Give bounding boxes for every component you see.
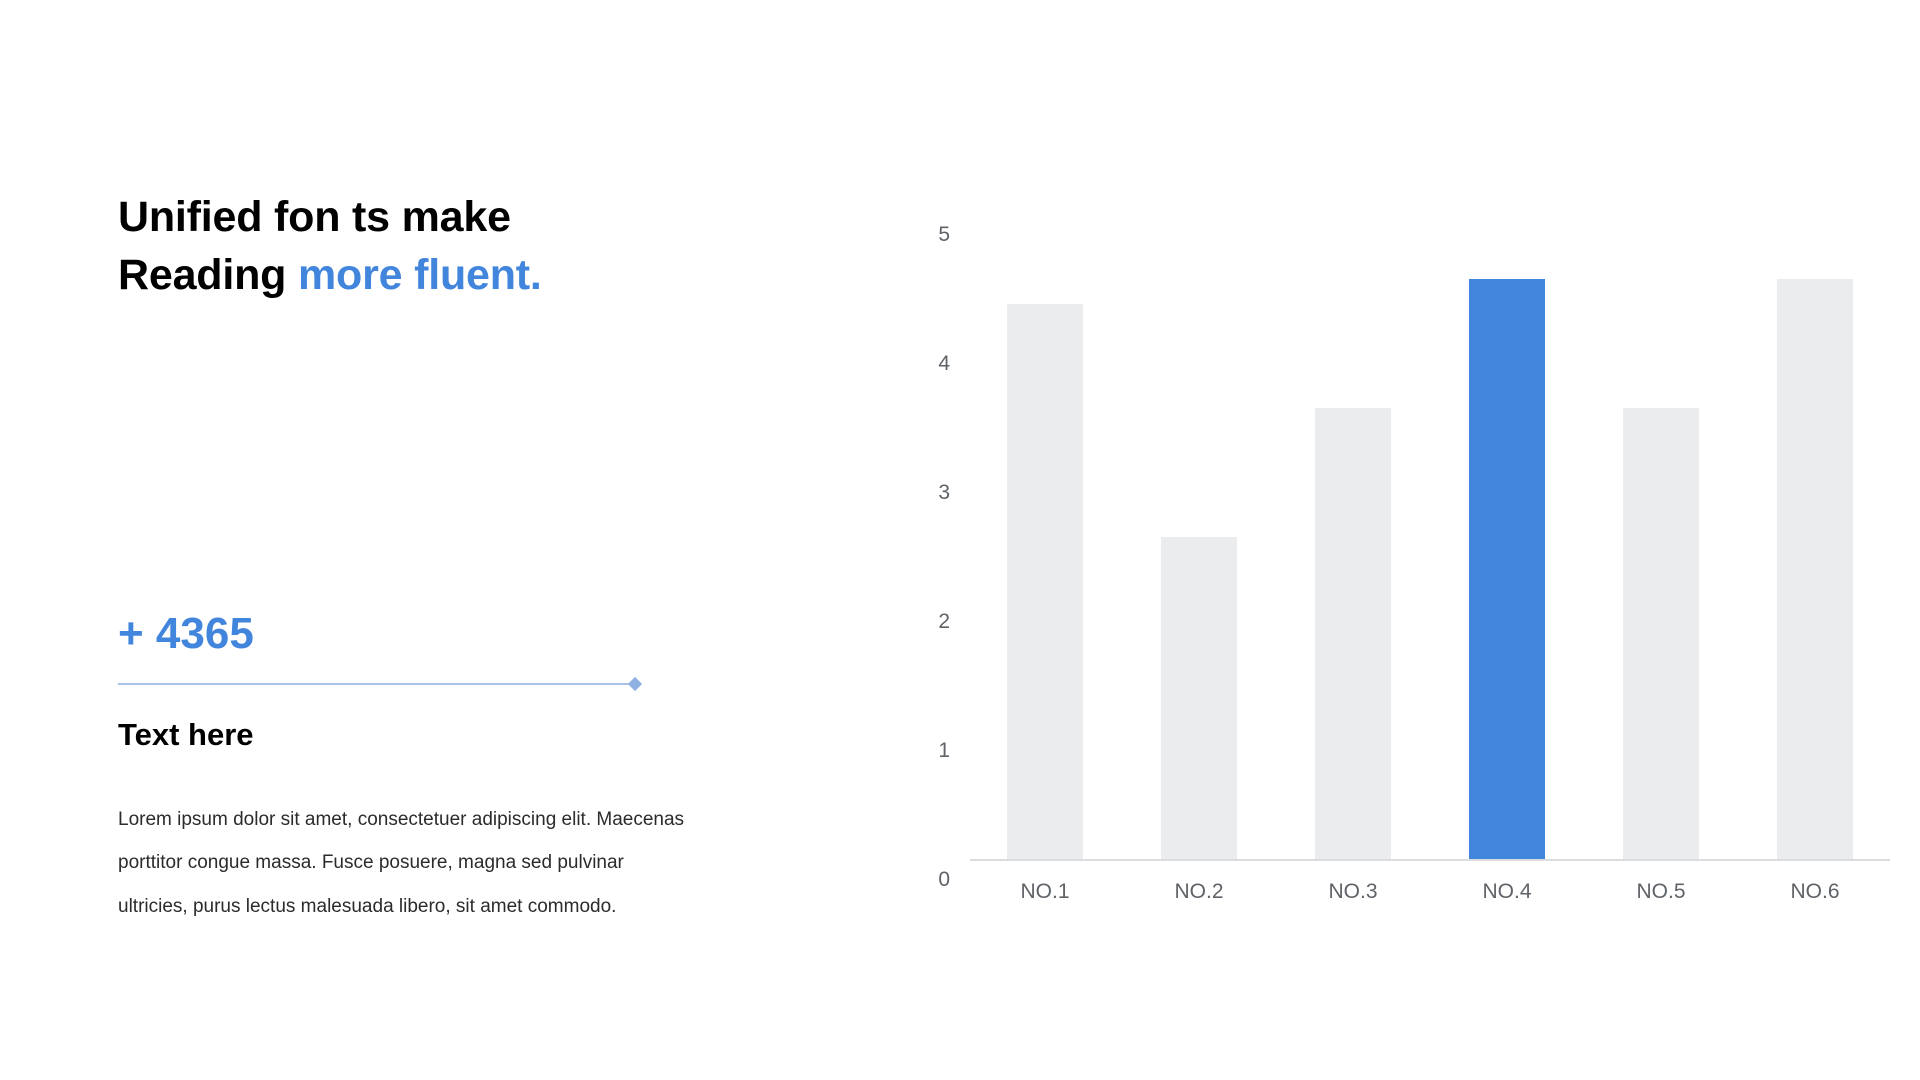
headline-line-2: Reading more fluent.: [118, 246, 758, 304]
x-axis-tick-label: NO.1: [1020, 880, 1070, 903]
stat-progress-rule: [118, 676, 648, 692]
x-axis-line: [970, 859, 1890, 861]
bar-column[interactable]: [1740, 176, 1890, 859]
bar-highlighted[interactable]: [1469, 278, 1545, 859]
left-content-panel: Unified fon ts make Reading more fluent.…: [118, 0, 758, 1080]
stat-block: + 4365: [118, 609, 758, 692]
bar[interactable]: [1007, 304, 1083, 859]
body-paragraph: Lorem ipsum dolor sit amet, consectetuer…: [118, 809, 685, 917]
y-axis-tick: 1: [938, 739, 950, 762]
headline-accent-text: more fluent.: [297, 251, 542, 300]
section-subheading: Text here: [118, 717, 254, 752]
rule-end-diamond-icon: [627, 676, 643, 692]
y-axis-tick: 0: [938, 868, 950, 891]
bar[interactable]: [1315, 407, 1391, 859]
bar-chart: 0 1 2 3 4 5 NO.1 NO.2 NO.3 NO.4 NO.5 NO.6: [830, 215, 1890, 975]
y-axis: 0 1 2 3 4 5: [900, 223, 964, 938]
rule-line: [118, 683, 638, 685]
headline-plain-text: Reading: [118, 251, 298, 300]
x-axis-tick-label: NO.4: [1482, 880, 1532, 903]
x-axis-tick-label: NO.5: [1636, 880, 1686, 903]
headline-line-1: Unified fon ts make: [118, 193, 511, 241]
bar[interactable]: [1777, 278, 1853, 859]
bar-column[interactable]: [1124, 176, 1274, 859]
bars-container: [970, 176, 1890, 859]
y-axis-tick: 3: [938, 481, 950, 504]
bar-column[interactable]: [1432, 176, 1582, 859]
bar-column[interactable]: [1278, 176, 1428, 859]
y-axis-tick: 5: [938, 223, 950, 246]
page-title: Unified fon ts make Reading more fluent.: [118, 188, 758, 304]
bar-column[interactable]: [970, 176, 1120, 859]
bar[interactable]: [1161, 536, 1237, 859]
x-axis-tick-label: NO.2: [1174, 880, 1224, 903]
bar-column[interactable]: [1586, 176, 1736, 859]
y-axis-tick: 4: [938, 352, 950, 375]
y-axis-tick: 2: [938, 610, 950, 633]
x-axis-tick-label: NO.6: [1790, 880, 1840, 903]
stat-value: + 4365: [118, 609, 254, 658]
bar[interactable]: [1623, 407, 1699, 859]
x-axis-tick-label: NO.3: [1328, 880, 1378, 903]
chart-plot-area: 0 1 2 3 4 5 NO.1 NO.2 NO.3 NO.4 NO.5 NO.6: [900, 223, 1890, 918]
x-axis-labels: NO.1 NO.2 NO.3 NO.4 NO.5 NO.6: [970, 868, 1890, 918]
